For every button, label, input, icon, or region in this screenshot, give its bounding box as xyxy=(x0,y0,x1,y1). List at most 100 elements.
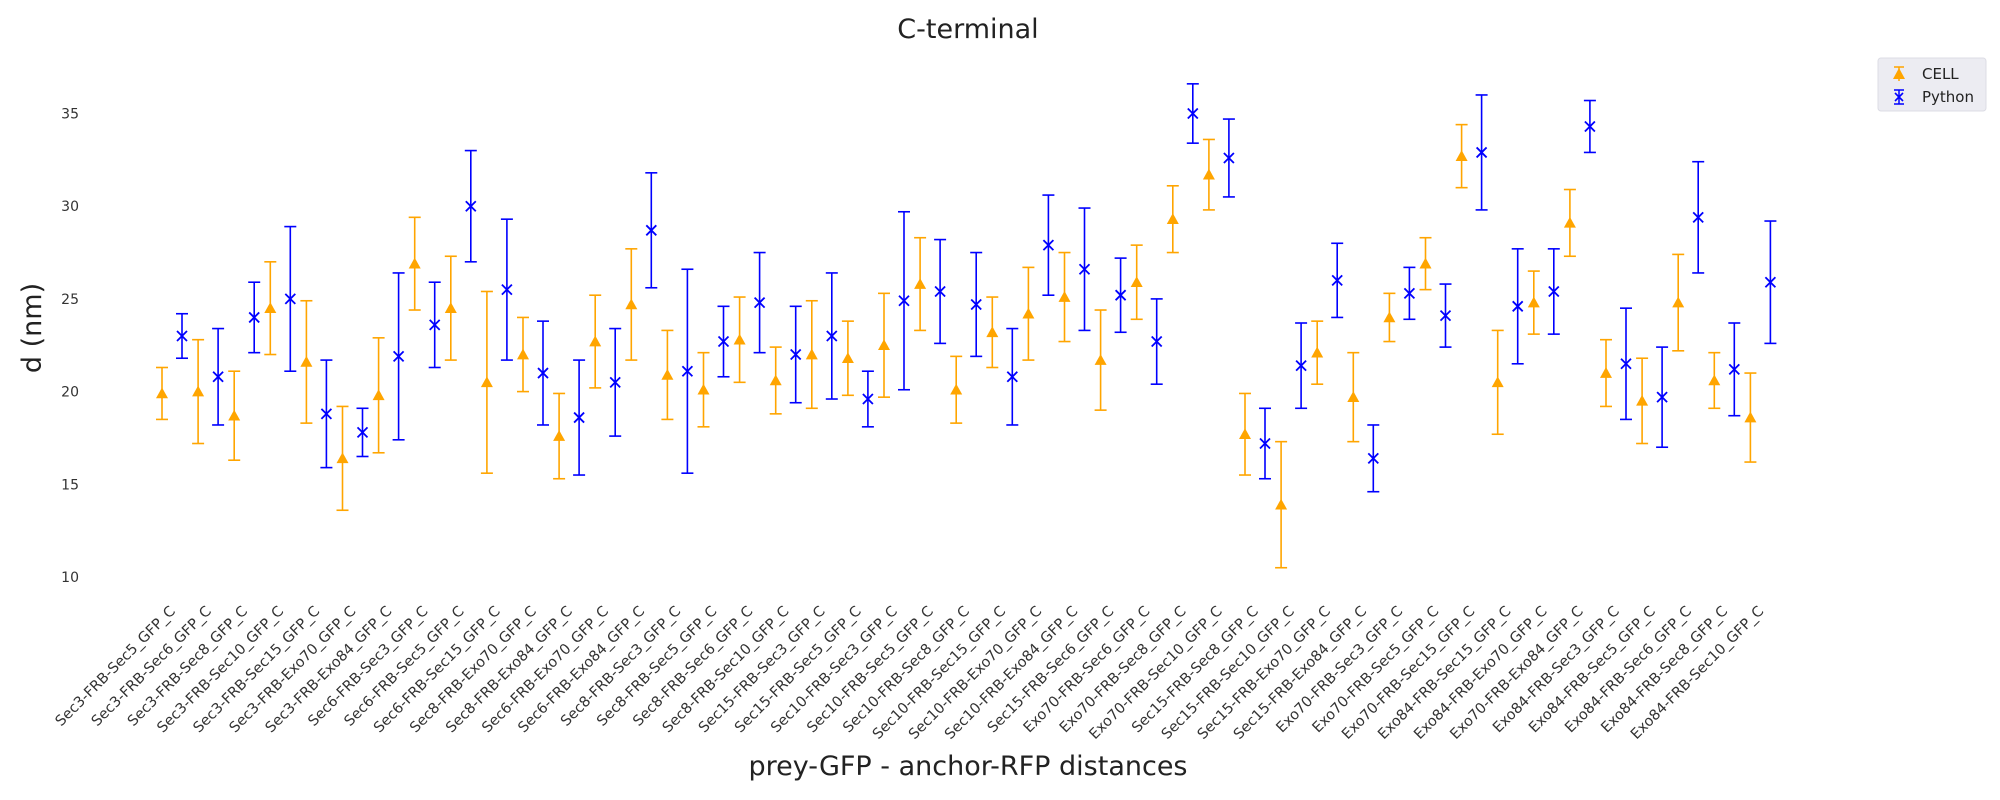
y-tick-label: 10 xyxy=(61,570,79,586)
python-point xyxy=(753,296,766,309)
cell-point xyxy=(805,348,818,360)
cell-point xyxy=(1094,354,1107,365)
python-point xyxy=(392,350,405,363)
cell-point xyxy=(1058,291,1071,302)
python-point xyxy=(1187,107,1199,120)
cell-point xyxy=(156,387,168,399)
cell-point xyxy=(1563,216,1576,228)
python-point xyxy=(501,283,513,296)
cell-point xyxy=(1744,411,1757,423)
cell-point xyxy=(769,374,782,386)
python-point xyxy=(1728,363,1740,375)
cell-point xyxy=(300,355,313,367)
python-point xyxy=(573,411,585,424)
chart-title: C-terminal xyxy=(897,14,1038,45)
cell-point xyxy=(661,368,674,380)
legend-box xyxy=(1877,57,1987,112)
cell-point xyxy=(1527,296,1540,308)
cell-point xyxy=(1239,428,1251,440)
python-point xyxy=(537,367,549,379)
python-point xyxy=(609,376,621,388)
cell-point xyxy=(336,452,349,464)
python-point xyxy=(248,311,260,324)
legend-item-python: Python xyxy=(1894,88,1974,106)
cell-point xyxy=(697,383,710,395)
python-point xyxy=(320,408,333,420)
y-tick-label: 20 xyxy=(61,385,79,401)
python-point xyxy=(1331,274,1343,286)
cell-point xyxy=(1455,150,1468,161)
cell-point xyxy=(372,389,385,401)
x-tick-labels: Sec3-FRB-Sec5_GFP_CSec3-FRB-Sec6_GFP_CSe… xyxy=(53,604,1768,743)
python-point xyxy=(681,365,694,377)
cell-point xyxy=(1636,394,1649,406)
python-point xyxy=(1006,371,1018,383)
python-point xyxy=(465,200,477,212)
python-point xyxy=(1403,287,1416,299)
cell-point xyxy=(480,376,493,388)
cell-point xyxy=(1130,276,1143,288)
python-point xyxy=(176,330,188,342)
python-point xyxy=(1295,360,1307,372)
cell-point xyxy=(841,352,854,364)
python-point xyxy=(1223,152,1235,164)
cell-point xyxy=(625,298,638,310)
cell-point xyxy=(1022,307,1035,319)
python-point xyxy=(1764,276,1777,288)
cell-point xyxy=(1311,346,1324,358)
y-axis-label: d (nm) xyxy=(17,283,48,373)
legend-item-cell: CELL xyxy=(1893,65,1959,83)
cell-point xyxy=(914,278,927,289)
cell-point xyxy=(192,385,205,397)
python-point xyxy=(1548,285,1560,298)
python-point xyxy=(1656,391,1668,403)
legend: CELL Python xyxy=(1877,57,1987,112)
cell-point xyxy=(986,326,999,338)
python-point xyxy=(284,293,296,305)
cell-point xyxy=(878,339,890,351)
cell-point xyxy=(950,383,963,395)
python-point xyxy=(1584,120,1596,133)
cell-point xyxy=(444,302,457,313)
y-tick-label: 30 xyxy=(61,199,79,215)
y-tick-labels: 10 15 20 25 30 35 xyxy=(61,107,79,587)
cell-point xyxy=(1672,296,1685,308)
y-tick-label: 15 xyxy=(61,477,79,493)
cell-point xyxy=(264,302,277,313)
legend-cell-icon xyxy=(1893,68,1905,79)
python-point xyxy=(862,393,874,405)
cell-point xyxy=(408,257,421,269)
python-point xyxy=(1042,239,1055,251)
y-tick-label: 25 xyxy=(61,292,79,308)
cell-point xyxy=(1202,168,1215,180)
python-point xyxy=(1439,309,1452,322)
cell-point xyxy=(589,335,602,347)
python-point xyxy=(356,426,369,439)
python-point xyxy=(898,295,910,307)
python-point xyxy=(1114,289,1127,301)
python-point xyxy=(1367,452,1379,464)
y-tick-label: 35 xyxy=(61,107,79,123)
cell-point xyxy=(1275,498,1288,510)
python-point xyxy=(790,348,802,361)
legend-label-cell: CELL xyxy=(1922,65,1959,83)
python-point xyxy=(212,371,224,383)
cell-point xyxy=(1491,376,1504,388)
cell-point xyxy=(1383,311,1396,323)
python-point xyxy=(1078,263,1091,275)
python-point xyxy=(429,319,441,331)
plot-area xyxy=(156,83,1777,569)
cell-point xyxy=(733,333,746,345)
cell-point xyxy=(1708,374,1721,386)
python-point xyxy=(1512,300,1524,312)
python-point xyxy=(826,330,838,342)
cell-point xyxy=(228,409,241,421)
python-point xyxy=(1620,358,1632,370)
cell-point xyxy=(517,348,529,360)
cell-point xyxy=(1600,367,1612,378)
x-axis-label: prey-GFP - anchor-RFP distances xyxy=(748,751,1187,782)
python-point xyxy=(1475,146,1488,159)
python-point xyxy=(645,224,657,236)
python-point xyxy=(970,298,982,311)
